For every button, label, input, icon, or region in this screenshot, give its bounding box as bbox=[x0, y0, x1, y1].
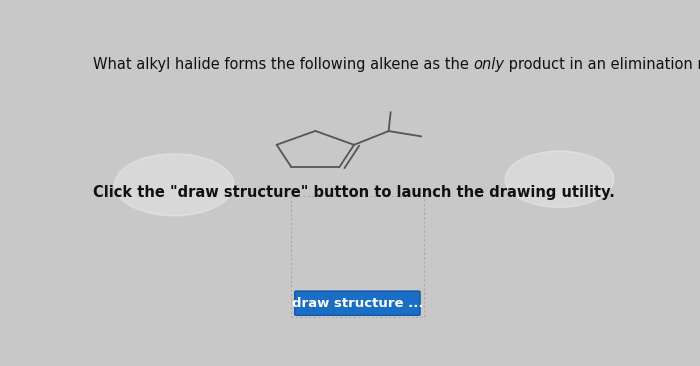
Text: Click the "draw structure" button to launch the drawing utility.: Click the "draw structure" button to lau… bbox=[93, 185, 615, 200]
Circle shape bbox=[115, 154, 234, 216]
FancyBboxPatch shape bbox=[295, 291, 420, 315]
Text: product in an elimination reaction?: product in an elimination reaction? bbox=[505, 57, 700, 72]
Circle shape bbox=[505, 151, 614, 208]
Text: draw structure ...: draw structure ... bbox=[292, 297, 423, 310]
Text: only: only bbox=[473, 57, 505, 72]
Text: What alkyl halide forms the following alkene as the: What alkyl halide forms the following al… bbox=[93, 57, 473, 72]
